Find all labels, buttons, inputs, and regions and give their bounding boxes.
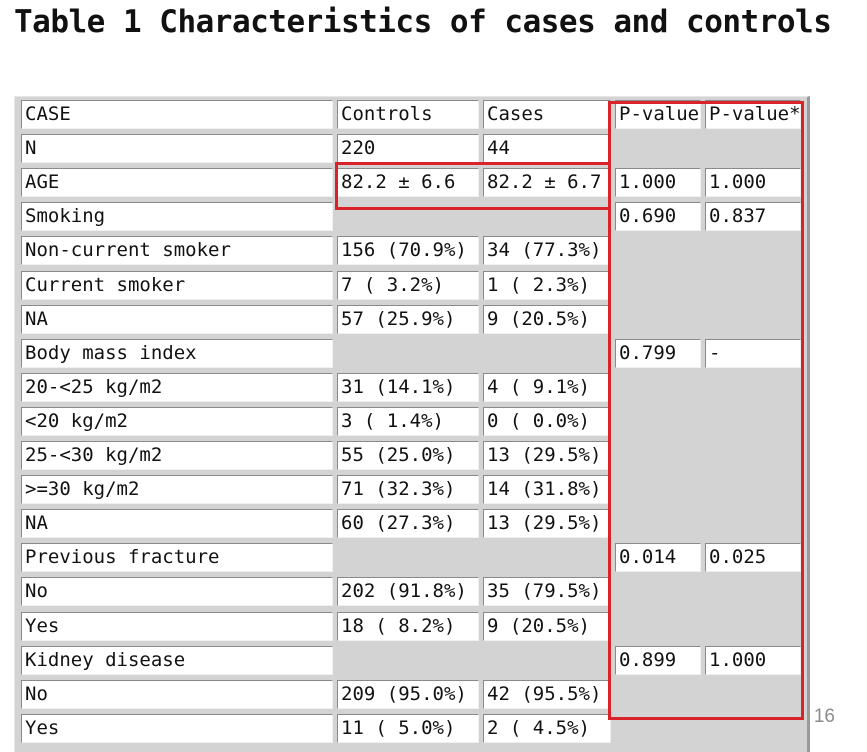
table-title: Table 1 Characteristics of cases and con… — [14, 4, 832, 40]
controls-cell: 31 (14.1%) — [337, 372, 479, 402]
case-cell: Yes — [21, 611, 333, 641]
cases-cell: 14 (31.8%) — [483, 475, 611, 505]
table-row: Kidney disease 0.899 1.000 — [15, 643, 807, 677]
case-cell: Non-current smoker — [21, 236, 333, 266]
table-row: Yes 18 ( 8.2%) 9 (20.5%) — [15, 609, 807, 643]
case-cell: Yes — [21, 713, 333, 743]
cases-cell: 42 (95.5%) — [483, 679, 611, 709]
cases-cell: 2 ( 4.5%) — [483, 713, 611, 743]
p-value-star-cell: - — [705, 338, 801, 368]
controls-cell: 156 (70.9%) — [337, 236, 479, 266]
case-cell: >=30 kg/m2 — [21, 475, 333, 505]
case-cell: Current smoker — [21, 270, 333, 300]
p-value-cell: 0.899 — [615, 645, 701, 675]
case-cell: CASE — [21, 100, 333, 129]
cases-cell: 4 ( 9.1%) — [483, 372, 611, 402]
p-value-cell: 1.000 — [615, 168, 701, 198]
controls-cell: 71 (32.3%) — [337, 475, 479, 505]
controls-cell: 220 — [337, 134, 479, 164]
cases-cell: 82.2 ± 6.7 — [483, 168, 611, 198]
table-row: No 209 (95.0%) 42 (95.5%) — [15, 677, 807, 711]
cases-cell: 9 (20.5%) — [483, 611, 611, 641]
controls-cell: 209 (95.0%) — [337, 679, 479, 709]
case-cell: Smoking — [21, 202, 333, 232]
pvalue-columns-highlight-box — [608, 101, 804, 720]
cases-cell: 13 (29.5%) — [483, 509, 611, 539]
controls-cell: 11 ( 5.0%) — [337, 713, 479, 743]
controls-cell: Controls — [337, 100, 479, 129]
cases-cell: 0 ( 0.0%) — [483, 406, 611, 436]
cases-cell: 13 (29.5%) — [483, 441, 611, 470]
age-highlight-box — [335, 162, 611, 210]
page-number: 16 — [813, 706, 835, 727]
p-value-star-cell: 1.000 — [705, 645, 801, 675]
controls-cell: 82.2 ± 6.6 — [337, 168, 479, 198]
controls-cell: 55 (25.0%) — [337, 441, 479, 470]
case-cell: Previous fracture — [21, 543, 333, 573]
case-cell: AGE — [21, 168, 333, 198]
table-row: Smoking 0.690 0.837 — [15, 199, 807, 233]
cases-cell: 35 (79.5%) — [483, 577, 611, 607]
table-row: AGE 82.2 ± 6.6 82.2 ± 6.7 1.000 1.000 — [15, 165, 807, 199]
case-cell: 25-<30 kg/m2 — [21, 441, 333, 470]
controls-cell: 18 ( 8.2%) — [337, 611, 479, 641]
header-row: CASE Controls Cases P-value P-value* — [15, 97, 807, 131]
table-row: >=30 kg/m2 71 (32.3%) 14 (31.8%) — [15, 472, 807, 506]
cases-cell: 34 (77.3%) — [483, 236, 611, 266]
case-cell: No — [21, 679, 333, 709]
table-row: 20-<25 kg/m2 31 (14.1%) 4 ( 9.1%) — [15, 370, 807, 404]
cases-cell: 44 — [483, 134, 611, 164]
table-row: Previous fracture 0.014 0.025 — [15, 540, 807, 574]
table-row: NA 57 (25.9%) 9 (20.5%) — [15, 302, 807, 336]
cases-cell: 9 (20.5%) — [483, 304, 611, 334]
case-cell: <20 kg/m2 — [21, 406, 333, 436]
p-value-star-cell: 0.837 — [705, 202, 801, 232]
cases-cell: Cases — [483, 100, 611, 129]
controls-cell: 57 (25.9%) — [337, 304, 479, 334]
controls-cell: 7 ( 3.2%) — [337, 270, 479, 300]
p-value-cell: 0.799 — [615, 338, 701, 368]
case-cell: 20-<25 kg/m2 — [21, 372, 333, 402]
table-row: NA 60 (27.3%) 13 (29.5%) — [15, 506, 807, 540]
table-row: Non-current smoker 156 (70.9%) 34 (77.3%) — [15, 233, 807, 267]
p-value-cell: 0.014 — [615, 543, 701, 573]
table-row: <20 kg/m2 3 ( 1.4%) 0 ( 0.0%) — [15, 404, 807, 438]
p-value-star-cell: P-value* — [705, 100, 801, 129]
table-row: 25-<30 kg/m2 55 (25.0%) 13 (29.5%) — [15, 438, 807, 472]
case-cell: N — [21, 134, 333, 164]
p-value-star-cell: 1.000 — [705, 168, 801, 198]
table-row: N 220 44 — [15, 131, 807, 165]
controls-cell: 60 (27.3%) — [337, 509, 479, 539]
case-cell: Kidney disease — [21, 645, 333, 675]
table-row: Body mass index 0.799- — [15, 336, 807, 370]
table-row: No 202 (91.8%) 35 (79.5%) — [15, 574, 807, 608]
controls-cell: 3 ( 1.4%) — [337, 406, 479, 436]
p-value-cell: P-value — [615, 100, 701, 129]
controls-cell: 202 (91.8%) — [337, 577, 479, 607]
cases-cell: 1 ( 2.3%) — [483, 270, 611, 300]
case-cell: Body mass index — [21, 338, 333, 368]
table-row: Current smoker 7 ( 3.2%) 1 ( 2.3%) — [15, 268, 807, 302]
case-cell: NA — [21, 509, 333, 539]
case-cell: NA — [21, 304, 333, 334]
p-value-star-cell: 0.025 — [705, 543, 801, 573]
case-cell: No — [21, 577, 333, 607]
p-value-cell: 0.690 — [615, 202, 701, 232]
table-row: Yes 11 ( 5.0%) 2 ( 4.5%) — [15, 711, 807, 745]
characteristics-table: CASE Controls Cases P-value P-value* N 220 44 AG… — [14, 96, 810, 752]
